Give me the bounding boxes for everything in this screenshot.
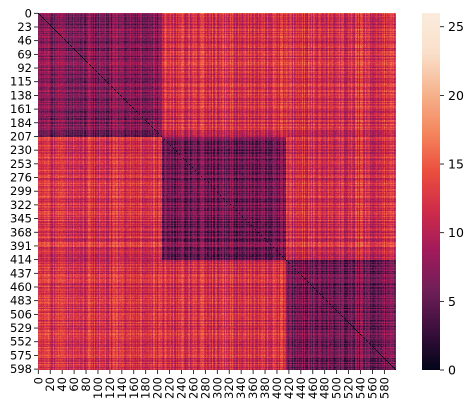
y-tick-label: 345 xyxy=(10,212,32,226)
x-tick-label: 500 xyxy=(330,377,344,399)
y-tick-label: 92 xyxy=(17,61,32,75)
y-tick-label: 69 xyxy=(17,47,32,61)
y-tick-label: 184 xyxy=(10,116,32,130)
y-tick-label: 437 xyxy=(10,266,32,280)
x-tick-label: 580 xyxy=(377,377,391,399)
y-tick-label: 230 xyxy=(10,143,32,157)
y-tick-label: 506 xyxy=(10,307,32,321)
x-tick-label: 260 xyxy=(186,377,200,399)
colorbar-gradient xyxy=(422,13,440,370)
x-tick-label: 100 xyxy=(91,377,105,399)
y-tick-label: 138 xyxy=(10,88,32,102)
y-tick-label: 460 xyxy=(10,280,32,294)
colorbar-tick-label: 5 xyxy=(448,294,456,309)
y-tick-label: 115 xyxy=(10,75,32,89)
x-tick-label: 400 xyxy=(270,377,284,399)
heatmap-cells xyxy=(38,13,396,370)
x-tick-label: 40 xyxy=(55,377,69,392)
y-tick-label: 299 xyxy=(10,184,32,198)
x-axis: 0204060801001201401601802002202402602803… xyxy=(31,370,391,399)
x-tick-label: 160 xyxy=(127,377,141,399)
x-tick-label: 240 xyxy=(174,377,188,399)
x-tick-label: 360 xyxy=(246,377,260,399)
x-tick-label: 340 xyxy=(234,377,248,399)
x-tick-label: 220 xyxy=(163,377,177,399)
y-tick-label: 414 xyxy=(10,253,32,267)
x-tick-label: 380 xyxy=(258,377,272,399)
colorbar-axis: 0 5 10 15 20 25 xyxy=(440,19,464,378)
x-tick-label: 480 xyxy=(318,377,332,399)
x-tick-label: 460 xyxy=(306,377,320,399)
x-tick-label: 280 xyxy=(198,377,212,399)
colorbar-tick-label: 25 xyxy=(448,19,464,34)
y-tick-label: 253 xyxy=(10,157,32,171)
y-tick-label: 391 xyxy=(10,239,32,253)
x-tick-label: 80 xyxy=(79,377,93,392)
y-tick-label: 575 xyxy=(10,348,32,362)
y-tick-label: 598 xyxy=(10,362,32,376)
y-tick-label: 552 xyxy=(10,335,32,349)
x-tick-label: 200 xyxy=(151,377,165,399)
colorbar-tick-label: 15 xyxy=(448,157,464,172)
y-tick-label: 483 xyxy=(10,294,32,308)
y-tick-label: 322 xyxy=(10,198,32,212)
x-tick-label: 140 xyxy=(115,377,129,399)
x-tick-label: 540 xyxy=(353,377,367,399)
x-tick-label: 60 xyxy=(67,377,81,392)
x-tick-label: 0 xyxy=(31,377,45,384)
y-axis: 0234669921151381611842072302532762993223… xyxy=(10,6,38,376)
colorbar-tick-label: 20 xyxy=(448,88,464,103)
y-tick-label: 0 xyxy=(25,6,32,20)
x-tick-label: 120 xyxy=(103,377,117,399)
y-tick-label: 46 xyxy=(17,34,32,48)
x-tick-label: 180 xyxy=(139,377,153,399)
x-tick-label: 520 xyxy=(342,377,356,399)
x-tick-label: 440 xyxy=(294,377,308,399)
colorbar-tick-label: 10 xyxy=(448,225,464,240)
y-tick-label: 276 xyxy=(10,171,32,185)
x-tick-label: 20 xyxy=(43,377,57,392)
y-tick-label: 207 xyxy=(10,129,32,143)
x-tick-label: 320 xyxy=(222,377,236,399)
x-tick-label: 560 xyxy=(365,377,379,399)
y-tick-label: 529 xyxy=(10,321,32,335)
y-tick-label: 368 xyxy=(10,225,32,239)
x-tick-label: 300 xyxy=(210,377,224,399)
colorbar-tick-label: 0 xyxy=(448,363,456,378)
y-tick-label: 23 xyxy=(17,20,32,34)
y-tick-label: 161 xyxy=(10,102,32,116)
x-tick-label: 420 xyxy=(282,377,296,399)
